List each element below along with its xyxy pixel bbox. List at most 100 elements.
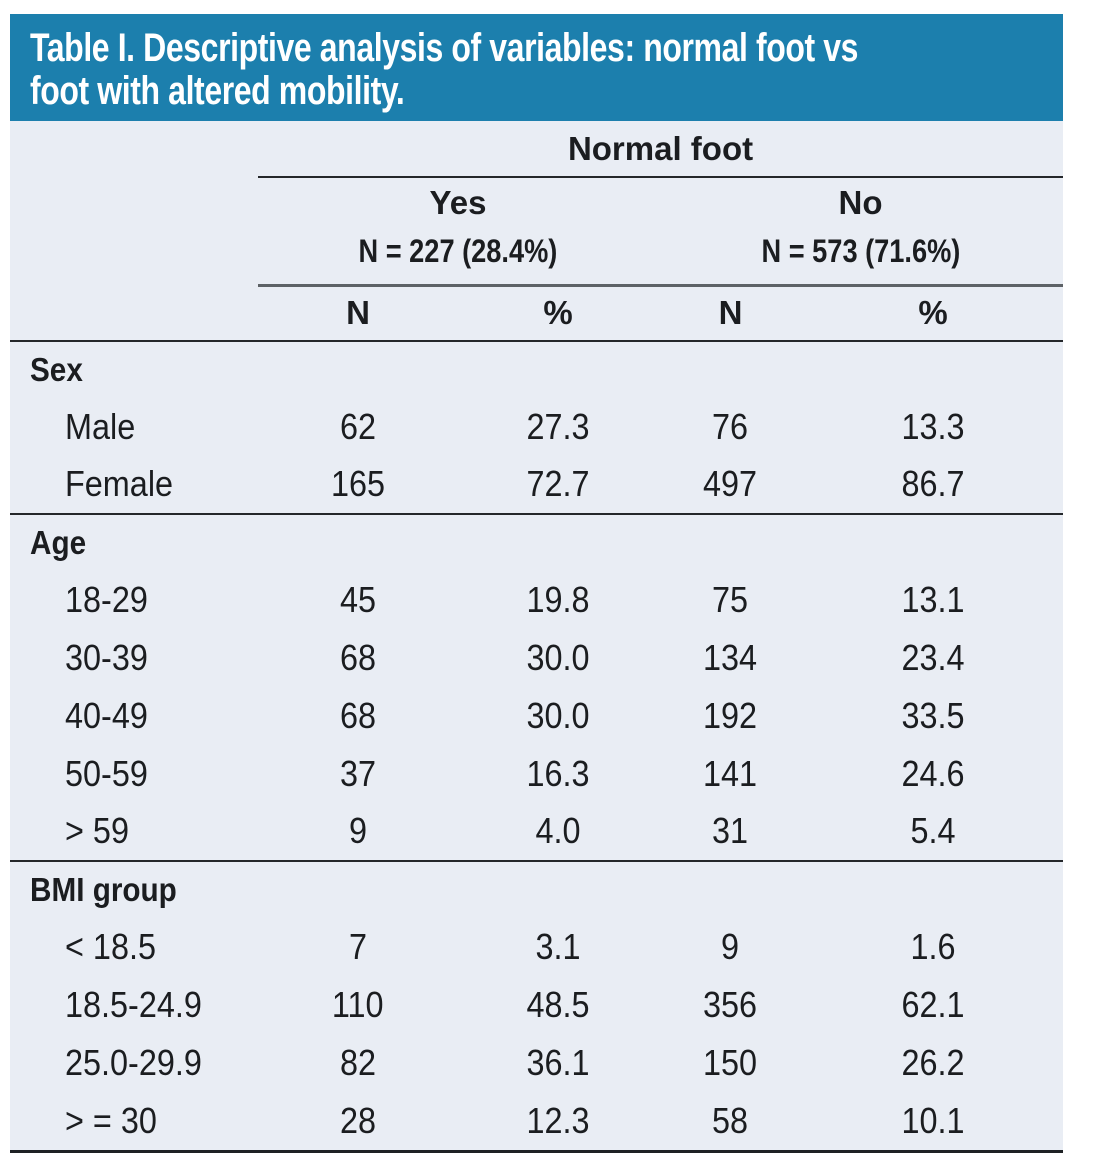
cell-pct-no: 1.6 — [910, 925, 956, 967]
cell-n-no: 141 — [703, 752, 758, 794]
subgroup-header-row: Yes N = 227 (28.4%) No N = 573 (71.6%) — [10, 177, 1064, 287]
cell-n-yes: 62 — [339, 405, 377, 447]
table-row: 25.0-29.9 82 36.1 150 26.2 — [10, 1034, 1063, 1092]
subgroup-no-cell: No N = 573 (71.6%) — [658, 177, 1064, 287]
cell-pct-yes: 36.1 — [526, 1041, 590, 1083]
cell-pct-yes: 48.5 — [526, 983, 590, 1025]
table-row: Female 165 72.7 497 86.7 — [10, 455, 1064, 515]
section-name: Age — [30, 523, 87, 561]
empty-header-cell — [10, 285, 258, 342]
group-header-cell: Normal foot — [258, 121, 1064, 178]
table-row: > = 30 28 12.3 58 10.1 — [10, 1092, 1063, 1150]
table-area: Normal foot Yes N = 227 (28.4%) No N = 5… — [10, 121, 1064, 1153]
group-header-row: Normal foot — [10, 121, 1064, 178]
column-header-row: N % N % — [10, 285, 1064, 342]
row-label-cell: 18.5-24.9 — [65, 983, 202, 1025]
cell-pct-no: 13.1 — [901, 578, 965, 620]
row-label-cell: 25.0-29.9 — [65, 1041, 202, 1083]
col-header-pct-no: % — [803, 285, 1064, 342]
cell-pct-yes: 30.0 — [526, 694, 590, 736]
col-header-pct-yes: % — [458, 285, 658, 342]
section-name: BMI group — [30, 870, 177, 908]
cell-pct-yes: 16.3 — [526, 752, 590, 794]
row-label-cell: 30-39 — [65, 636, 148, 678]
subgroup-no-label: No — [838, 184, 883, 221]
section-name-cell: Sex — [10, 341, 1063, 398]
cell-n-no: 134 — [703, 636, 758, 678]
section-name-cell: BMI group — [10, 861, 1063, 918]
cell-pct-no: 24.6 — [901, 752, 965, 794]
table-title-bar: Table I. Descriptive analysis of variabl… — [10, 14, 1063, 121]
cell-n-no: 356 — [703, 983, 758, 1025]
col-header-n-yes: N — [258, 285, 458, 342]
table-row: Male 62 27.3 76 13.3 — [10, 398, 1063, 456]
cell-n-yes: 28 — [339, 1099, 377, 1141]
row-label-cell: > = 30 — [65, 1099, 157, 1141]
cell-pct-no: 5.4 — [803, 802, 1064, 862]
table-row: 30-39 68 30.0 134 23.4 — [10, 629, 1063, 687]
cell-n-no: 58 — [712, 1099, 749, 1141]
group-header-label: Normal foot — [567, 129, 754, 167]
cell-pct-no: 86.7 — [803, 455, 1064, 515]
cell-n-no: 150 — [703, 1041, 758, 1083]
cell-n-no: 497 — [658, 455, 803, 515]
table-row: 50-59 37 16.3 141 24.6 — [10, 745, 1063, 803]
table-title-line1: Table I. Descriptive analysis of variabl… — [30, 26, 859, 70]
subgroup-yes-cell: Yes N = 227 (28.4%) — [258, 177, 658, 287]
subgroup-yes-label: Yes — [429, 184, 487, 221]
section-header-row: Sex — [10, 341, 1063, 398]
row-label-cell: Male — [65, 405, 136, 447]
row-label-cell: 18-29 — [65, 578, 148, 620]
cell-pct-yes: 12.3 — [526, 1099, 590, 1141]
cell-n-yes: 37 — [339, 752, 377, 794]
cell-n-yes: 9 — [258, 802, 458, 862]
table-title-line2: foot with altered mobility. — [30, 69, 405, 113]
cell-n-yes: 68 — [339, 694, 377, 736]
cell-pct-yes: 3.1 — [535, 925, 581, 967]
row-label-cell: > 59 — [10, 802, 258, 862]
cell-pct-yes: 72.7 — [458, 455, 658, 515]
row-label-cell: < 18.5 — [65, 925, 156, 967]
empty-header-cell — [10, 121, 258, 177]
row-label-cell: 40-49 — [65, 694, 148, 736]
empty-header-cell — [10, 177, 258, 286]
section-header-row: BMI group — [10, 861, 1063, 918]
section-name: Sex — [30, 350, 83, 388]
cell-pct-no: 23.4 — [901, 636, 965, 678]
table-row: 18-29 45 19.8 75 13.1 — [10, 571, 1063, 629]
cell-n-yes: 45 — [339, 578, 377, 620]
cell-n-yes: 7 — [348, 925, 368, 967]
cell-pct-yes: 27.3 — [526, 405, 590, 447]
table-row: > 59 9 4.0 31 5.4 — [10, 802, 1064, 862]
cell-n-yes: 82 — [339, 1041, 377, 1083]
row-label-cell: Female — [10, 455, 258, 515]
cell-n-no: 76 — [712, 405, 749, 447]
section-name-cell: Age — [10, 514, 1063, 571]
cell-n-no: 192 — [703, 694, 758, 736]
table-row: 18.5-24.9 110 48.5 356 62.1 — [10, 976, 1063, 1034]
cell-pct-no: 33.5 — [901, 694, 965, 736]
section-header-row: Age — [10, 514, 1063, 571]
table-row: 40-49 68 30.0 192 33.5 — [10, 687, 1063, 745]
cell-pct-no: 26.2 — [901, 1041, 965, 1083]
cell-pct-no: 62.1 — [901, 983, 965, 1025]
cell-pct-yes: 4.0 — [458, 802, 658, 862]
subgroup-yes-n: N = 227 (28.4%) — [358, 233, 558, 269]
col-header-n-no: N — [658, 285, 803, 342]
cell-n-yes: 110 — [332, 983, 384, 1025]
cell-n-no: 75 — [712, 578, 749, 620]
cell-pct-yes: 30.0 — [526, 636, 590, 678]
row-label-cell: 50-59 — [65, 752, 148, 794]
table-row: < 18.5 7 3.1 9 1.6 — [10, 918, 1063, 976]
subgroup-no-n: N = 573 (71.6%) — [761, 233, 960, 269]
cell-pct-no: 10.1 — [901, 1099, 965, 1141]
cell-n-no: 31 — [658, 802, 803, 862]
cell-n-no: 9 — [721, 925, 740, 967]
descriptive-table: Normal foot Yes N = 227 (28.4%) No N = 5… — [10, 121, 1064, 1150]
cell-pct-no: 13.3 — [901, 405, 965, 447]
cell-n-yes: 68 — [339, 636, 377, 678]
table-title: Table I. Descriptive analysis of variabl… — [30, 27, 1043, 113]
cell-n-yes: 165 — [258, 455, 458, 515]
cell-pct-yes: 19.8 — [526, 578, 590, 620]
